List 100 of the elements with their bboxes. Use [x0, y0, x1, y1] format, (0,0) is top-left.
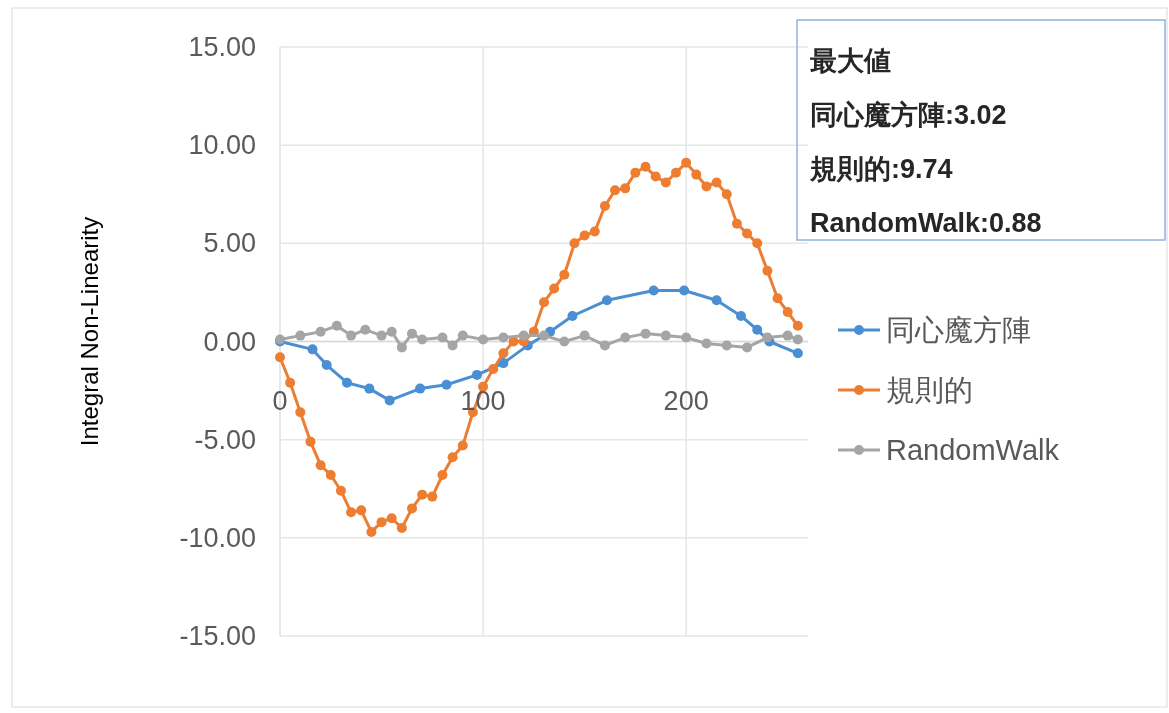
point	[275, 352, 285, 363]
text: RandomWalk:0.88	[810, 208, 1042, 238]
text: 最大値	[809, 46, 891, 76]
legend-label: 同心魔方陣	[886, 314, 1031, 346]
point	[701, 181, 712, 192]
point	[447, 452, 458, 463]
point	[559, 269, 570, 280]
point	[384, 395, 395, 406]
y-tick-label: -15.00	[179, 621, 256, 651]
point	[498, 358, 509, 369]
point	[681, 332, 692, 343]
point	[735, 310, 746, 321]
point	[640, 328, 651, 339]
point	[447, 340, 458, 351]
point	[364, 383, 375, 394]
point	[356, 505, 367, 516]
point	[396, 523, 407, 534]
point	[579, 230, 590, 241]
point	[648, 285, 659, 296]
point	[599, 340, 610, 351]
point	[407, 503, 417, 514]
y-tick-label: -5.00	[194, 424, 256, 455]
point	[679, 285, 690, 296]
point	[457, 440, 468, 451]
point	[386, 326, 397, 337]
y-tick-label: 10.00	[188, 130, 256, 161]
point	[539, 297, 549, 308]
point	[386, 513, 397, 524]
point	[567, 310, 578, 321]
point	[640, 161, 651, 172]
point	[660, 177, 671, 188]
point	[630, 167, 641, 178]
legend-label: RandomWalk	[886, 434, 1060, 466]
point	[782, 330, 793, 341]
point	[711, 177, 722, 188]
point	[671, 167, 681, 178]
point	[457, 330, 468, 341]
point	[407, 328, 417, 339]
point	[681, 157, 692, 168]
legend-label: 規則的	[886, 374, 973, 406]
x-tick-label: 200	[663, 385, 709, 416]
point	[589, 226, 600, 237]
point	[478, 334, 489, 345]
text: 同心魔方陣:3.02	[810, 100, 1007, 130]
point	[691, 169, 702, 180]
point	[307, 344, 318, 355]
point	[660, 330, 671, 341]
point	[315, 326, 326, 337]
y-tick-label: 15.00	[188, 32, 256, 62]
x-tick-label: 0	[272, 385, 288, 416]
point	[417, 334, 428, 345]
point	[569, 238, 580, 249]
point	[498, 348, 509, 359]
point	[471, 369, 482, 380]
point	[782, 307, 793, 318]
point	[792, 334, 803, 345]
point	[346, 507, 357, 518]
point	[711, 295, 722, 306]
point	[305, 436, 316, 447]
point	[731, 218, 742, 229]
point	[762, 265, 773, 276]
point	[752, 238, 763, 249]
point	[742, 228, 753, 239]
point	[559, 336, 570, 347]
point	[295, 407, 306, 418]
point	[792, 348, 803, 359]
point	[285, 377, 296, 388]
point	[650, 171, 661, 182]
point	[701, 338, 712, 349]
y-axis-title: Integral Non-Linearity	[76, 216, 103, 447]
point	[772, 293, 783, 304]
point	[396, 342, 407, 353]
point	[441, 379, 452, 390]
point	[762, 332, 773, 343]
point	[721, 189, 732, 200]
point	[295, 330, 306, 341]
point	[437, 332, 448, 343]
point	[346, 330, 357, 341]
point	[376, 517, 387, 528]
point	[601, 295, 612, 306]
point	[549, 283, 560, 294]
point	[360, 324, 371, 335]
point	[498, 332, 509, 343]
point	[331, 320, 342, 331]
point	[579, 330, 590, 341]
point	[620, 332, 631, 343]
y-tick-label: 0.00	[203, 326, 256, 357]
point	[325, 470, 336, 481]
y-tick-label: 5.00	[203, 228, 256, 259]
point	[342, 377, 353, 388]
point	[427, 491, 438, 502]
point	[610, 185, 621, 196]
point	[335, 485, 346, 496]
point	[518, 330, 529, 341]
point	[488, 363, 499, 374]
point	[539, 330, 549, 341]
point	[752, 324, 763, 335]
y-tick-label: -10.00	[179, 522, 256, 553]
point	[315, 460, 326, 471]
point	[792, 320, 803, 331]
